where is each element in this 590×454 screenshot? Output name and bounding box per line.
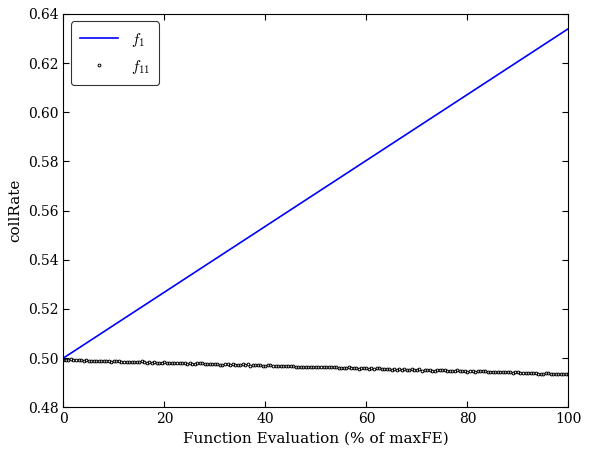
$f_{11}$ (63, 357, 70, 363)
$f_1$ (105, 326, 112, 331)
$f_{11}$ (274, 363, 281, 369)
$f_1$ (60, 355, 67, 361)
Line: $f_{11}$: $f_{11}$ (62, 358, 570, 376)
$f_{11}$ (60, 357, 67, 362)
$f_1$ (522, 54, 529, 59)
$f_1$ (272, 217, 279, 222)
$f_1$ (244, 235, 251, 241)
$f_{11}$ (335, 365, 342, 370)
$f_{11}$ (67, 357, 74, 362)
$f_{11}$ (562, 372, 569, 377)
$f_1$ (333, 178, 340, 183)
Y-axis label: collRate: collRate (8, 179, 22, 242)
$f_1$ (565, 26, 572, 31)
$f_{11}$ (565, 371, 572, 377)
$f_1$ (63, 354, 70, 359)
X-axis label: Function Evaluation (% of maxFE): Function Evaluation (% of maxFE) (183, 432, 449, 446)
$f_{11}$ (247, 363, 254, 369)
Legend: $f_1$, $f_{11}$: $f_1$, $f_{11}$ (71, 21, 159, 85)
Line: $f_1$: $f_1$ (63, 29, 569, 358)
$f_{11}$ (108, 359, 115, 365)
$f_{11}$ (525, 370, 532, 376)
